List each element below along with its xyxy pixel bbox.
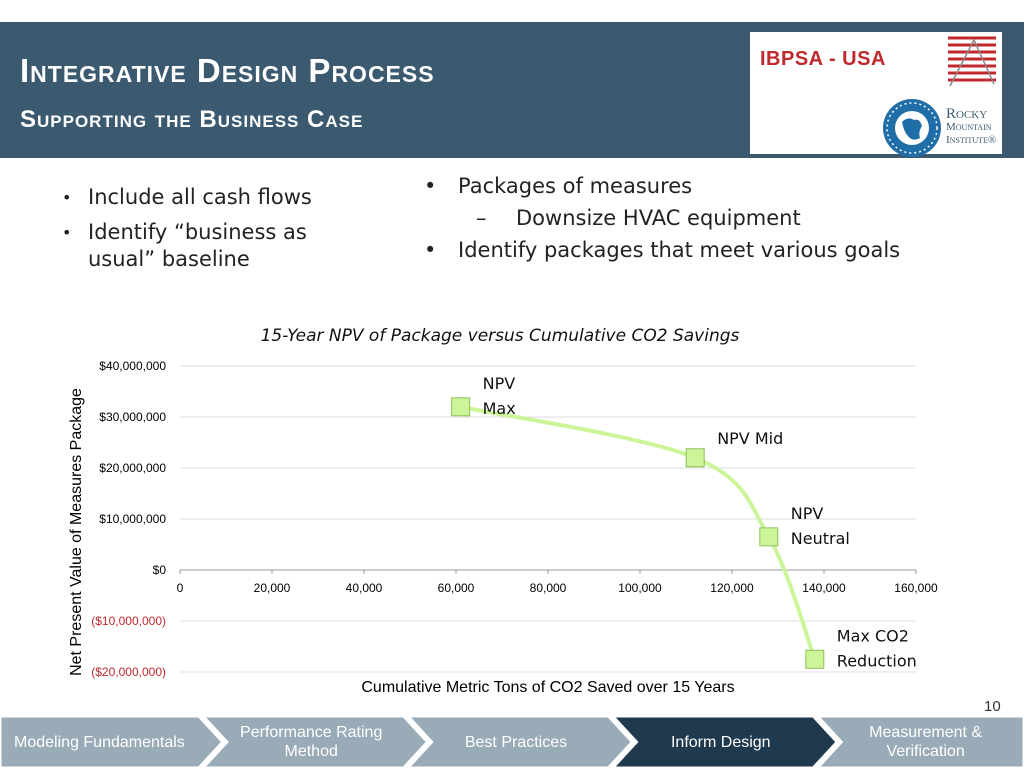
- ibpsa-logo-text: IBPSA - USA: [760, 48, 886, 70]
- slide-header: Integrative Design Process Supporting th…: [0, 22, 1024, 158]
- x-tick-label: 60,000: [438, 581, 475, 595]
- rmi-logo-text: Rocky Mountain Institute®: [946, 106, 997, 147]
- y-tick-label: ($10,000,000): [91, 614, 166, 628]
- sub-bullet-text: Downsize HVAC equipment: [516, 206, 801, 230]
- nav-tab-shape: [0, 716, 225, 768]
- nav-tab-shape: [405, 716, 635, 768]
- ibpsa-logo-icon: [944, 32, 1000, 90]
- y-tick-label: $40,000,000: [99, 359, 166, 373]
- x-tick-label: 0: [177, 581, 184, 595]
- nav-tab-modeling-fundamentals[interactable]: Modeling Fundamentals: [14, 733, 185, 751]
- bullet-text: Packages of measures: [458, 174, 693, 198]
- page-number: 10: [984, 698, 1001, 715]
- nav-tab-performance-rating-method[interactable]: Performance Rating Method: [240, 724, 383, 760]
- left-bullet-list: • Include all cash flows • Identify “busin…: [62, 184, 362, 281]
- nav-tab-best-practices[interactable]: Best Practices: [464, 733, 568, 751]
- x-tick-label: 20,000: [254, 581, 291, 595]
- sub-bullet-item: – Downsize HVAC equipment: [476, 206, 801, 230]
- data-label: NPV Neutral: [791, 504, 850, 548]
- bullet-item: • Include all cash flows: [62, 185, 312, 209]
- nav-tab-shape: [610, 716, 840, 768]
- rmi-globe-icon: [883, 99, 941, 157]
- bullet-text: Identify “business as usual” baseline: [88, 220, 307, 271]
- section-nav-bar: [0, 716, 1024, 768]
- slide-title: Integrative Design Process: [20, 52, 435, 89]
- y-tick-label: $10,000,000: [99, 512, 166, 526]
- rmi-line-3: Institute®: [946, 134, 997, 146]
- bullet-item: • Packages of measures: [424, 174, 693, 198]
- data-label: NPV Max: [483, 374, 516, 418]
- series-line: [460, 404, 817, 660]
- data-label: NPV Mid: [717, 429, 783, 448]
- data-point: [805, 649, 825, 669]
- bullet-item: • Identify “business as usual” baseline: [62, 220, 307, 271]
- nav-tab-measurement-verification[interactable]: Measurement & Verification: [869, 724, 983, 760]
- x-tick-label: 80,000: [530, 581, 567, 595]
- y-tick-label: $0: [153, 563, 167, 577]
- right-bullet-list: • Packages of measures – Downsize HVAC equ…: [422, 170, 1002, 266]
- x-tick-label: 160,000: [894, 581, 938, 595]
- rmi-line-1: Rocky: [946, 106, 988, 122]
- logo-panel: IBPSA - USA Rocky Mountain Institute®: [750, 32, 1002, 157]
- nav-tab-shape: [200, 716, 430, 768]
- x-tick-label: 140,000: [802, 581, 846, 595]
- bullet-item: • Identify packages that meet various goa…: [424, 238, 901, 262]
- slide-subtitle: Supporting the Business Case: [20, 106, 364, 133]
- y-tick-label: ($20,000,000): [91, 665, 166, 679]
- data-point: [685, 448, 705, 468]
- x-tick-label: 40,000: [346, 581, 383, 595]
- data-point: [759, 527, 779, 547]
- x-axis-label: Cumulative Metric Tons of CO2 Saved over…: [361, 679, 734, 696]
- data-label: Max CO2 Reduction: [837, 626, 917, 670]
- x-tick-label: 100,000: [618, 581, 662, 595]
- chart-title: 15-Year NPV of Package versus Cumulative…: [260, 326, 740, 346]
- bullet-text: Identify packages that meet various goal…: [458, 238, 901, 262]
- y-tick-label: $30,000,000: [99, 410, 166, 424]
- data-point: [451, 397, 471, 417]
- rmi-line-2: Mountain: [946, 121, 992, 133]
- nav-tab-inform-design[interactable]: Inform Design: [670, 733, 771, 751]
- y-axis-label: Net Present Value of Measures Package: [68, 388, 85, 676]
- npv-co2-chart: $40,000,000 $30,000,000 $20,000,000 $10,000…: [68, 359, 938, 696]
- bullet-text: Include all cash flows: [88, 185, 312, 209]
- x-tick-label: 120,000: [710, 581, 754, 595]
- nav-tab-shape: [815, 716, 1024, 768]
- y-tick-label: $20,000,000: [99, 461, 166, 475]
